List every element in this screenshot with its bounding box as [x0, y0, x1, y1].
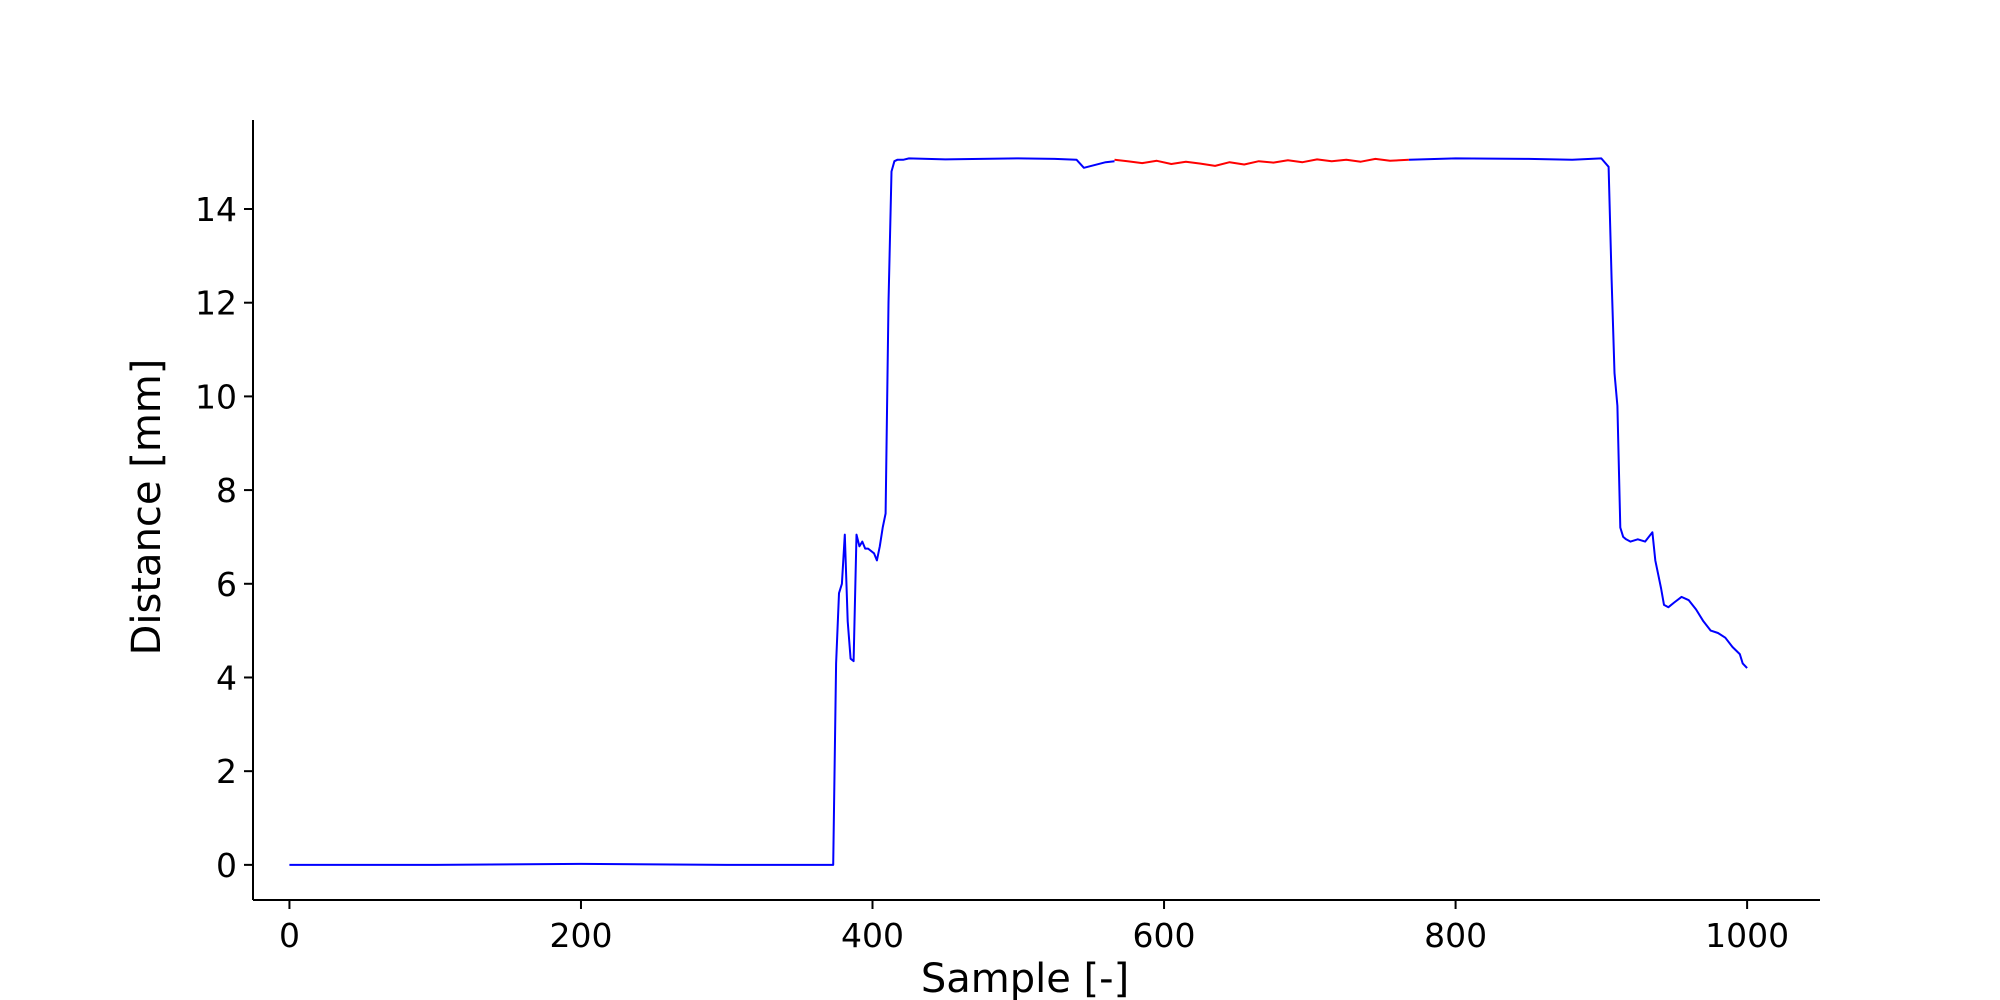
y-tick-label: 2	[216, 752, 237, 791]
y-tick-label: 6	[216, 565, 237, 604]
y-axis-title: Distance [mm]	[124, 359, 170, 656]
x-tick-label: 400	[841, 916, 904, 955]
x-tick-label: 200	[549, 916, 612, 955]
y-tick-label: 12	[195, 284, 237, 323]
y-tick-label: 14	[195, 190, 237, 229]
y-tick-label: 8	[216, 471, 237, 510]
y-tick-label: 0	[216, 846, 237, 885]
x-axis-title: Sample [-]	[921, 956, 1129, 1000]
y-tick-label: 4	[216, 658, 237, 697]
x-tick-label: 0	[279, 916, 300, 955]
y-tick-label: 10	[195, 377, 237, 416]
x-tick-label: 800	[1424, 916, 1487, 955]
x-tick-label: 1000	[1705, 916, 1789, 955]
x-tick-label: 600	[1133, 916, 1196, 955]
